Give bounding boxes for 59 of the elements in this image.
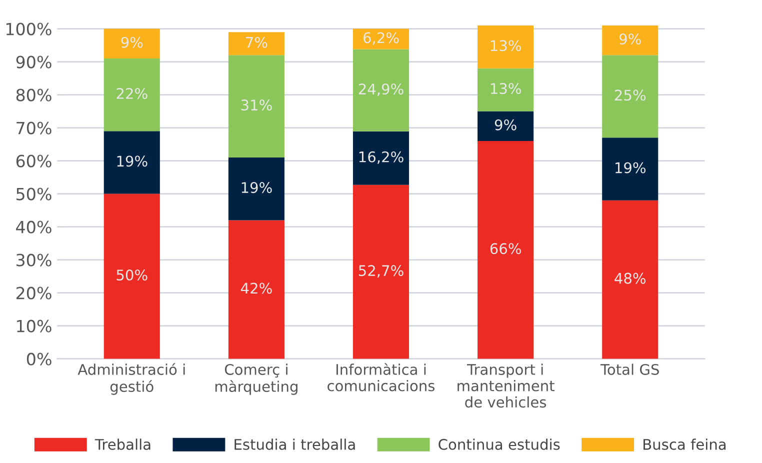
x-tick-label: Total GS [600, 364, 659, 375]
data-label: 13% [490, 83, 521, 94]
legend-label: Busca feina [644, 438, 726, 450]
bar [478, 111, 534, 141]
y-tick-label: 0% [26, 352, 52, 366]
y-tick-label: 90% [16, 56, 52, 68]
bar [352, 131, 410, 185]
bar [228, 220, 284, 359]
bar [104, 194, 160, 359]
bar [478, 68, 534, 112]
x-tick-label: Comerç i màrqueting [215, 364, 298, 395]
y-tick-label: 50% [16, 188, 52, 200]
data-label: 19% [242, 182, 272, 194]
data-label: 13% [490, 40, 521, 52]
x-tick-label: Transport i manteniment de vehicles [458, 364, 554, 408]
x-tick-label: Administració i gestió [78, 363, 185, 395]
y-tick-label: 70% [16, 122, 52, 134]
data-label: 31% [241, 100, 272, 111]
data-label: 24,9% [358, 84, 404, 96]
data-label: 66% [490, 243, 521, 254]
y-tick-label: 10% [17, 320, 52, 332]
data-label: 52,7% [358, 265, 404, 278]
x-tick-label: Informàtica i comunicacions [328, 363, 435, 392]
legend-label: Estudia i treballa [234, 438, 355, 450]
data-label: 9% [619, 34, 641, 45]
bar [352, 184, 410, 359]
y-tick-label: 60% [16, 154, 52, 168]
data-label: 6,2% [363, 32, 399, 45]
data-label: 42% [240, 282, 272, 294]
bar [104, 58, 160, 132]
data-label: 19% [117, 156, 148, 167]
data-label: 19% [616, 162, 646, 174]
bar [478, 25, 534, 68]
bar [228, 157, 284, 220]
data-label: 48% [614, 272, 646, 284]
bar [602, 55, 658, 138]
bar [104, 28, 160, 58]
legend-label: Treballa [94, 438, 150, 450]
y-tick-label: 20% [16, 286, 52, 300]
y-tick-label: 80% [16, 88, 52, 102]
y-tick-label: 40% [16, 220, 52, 234]
data-label: 22% [116, 88, 148, 100]
data-label: 9% [121, 36, 143, 48]
y-tick-label: 100% [6, 22, 52, 36]
bar [228, 32, 284, 56]
legend-label: Continua estudis [438, 438, 560, 450]
bar [228, 55, 284, 158]
data-label: 9% [494, 119, 516, 130]
data-label: 16,2% [359, 151, 404, 164]
bar [478, 140, 534, 359]
data-label: 7% [246, 36, 268, 48]
y-tick-label: 30% [16, 254, 52, 266]
data-label: 50% [116, 270, 148, 281]
bar [352, 49, 410, 132]
bar [602, 138, 658, 200]
bar [104, 131, 160, 194]
bar [602, 25, 658, 56]
bar [602, 200, 658, 359]
data-label: 25% [614, 90, 646, 101]
